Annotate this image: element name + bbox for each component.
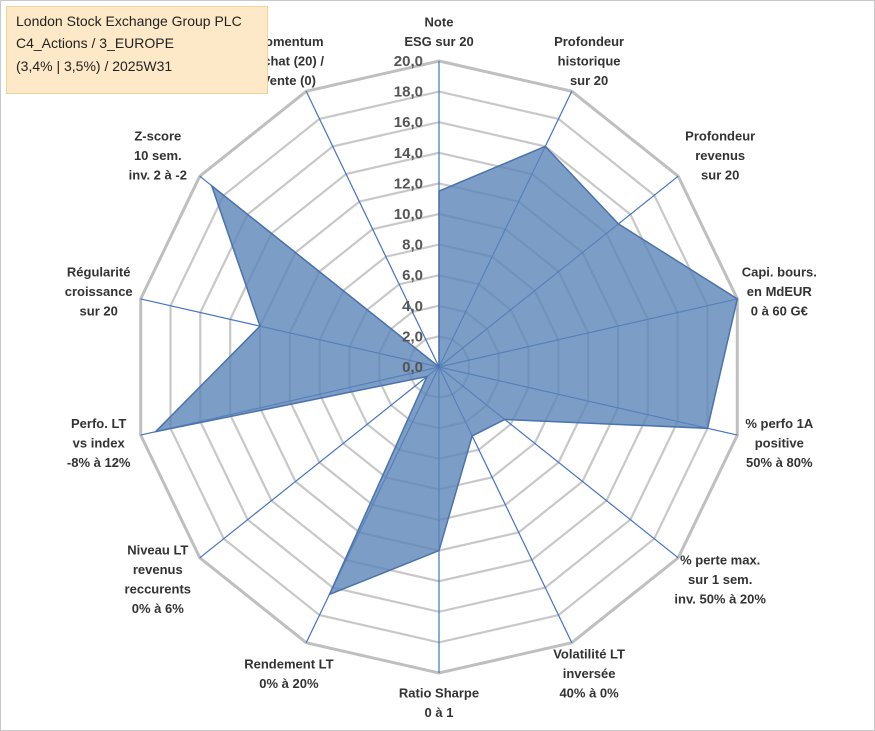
axis-labels: Note ESG sur 20 Profondeur historique sur 20… xyxy=(65,15,817,721)
axis-label-line: Momentum xyxy=(254,34,323,49)
axis-label-line: reccurents xyxy=(125,582,191,597)
axis-label-line: Ratio Sharpe xyxy=(399,686,479,701)
tick-label: 16,0 xyxy=(394,114,423,131)
axis-label-line: Vente (0) xyxy=(262,73,316,88)
axis-line-13 xyxy=(305,91,440,368)
tick-label: 10,0 xyxy=(394,206,423,223)
title-line-2: C4_Actions / 3_EUROPE xyxy=(16,35,174,51)
axis-label-line: sur 20 xyxy=(80,304,118,319)
tick-label: 20,0 xyxy=(394,53,423,70)
tick-label: 18,0 xyxy=(394,84,423,101)
tick-label: 8,0 xyxy=(402,237,423,254)
axis-label-13: Momentum Achat (20) / Vente (0) xyxy=(254,34,324,88)
axis-label-line: vs index xyxy=(73,436,126,451)
axis-label-6: Volatilité LT inversée 40% à 0% xyxy=(553,647,625,701)
axis-label-line: 0 à 60 G€ xyxy=(751,304,808,319)
chart-title-box: London Stock Exchange Group PLC C4_Actio… xyxy=(6,6,268,94)
axis-label-11: Régularité croissance sur 20 xyxy=(65,265,133,319)
axis-label-line: inv. 50% à 20% xyxy=(674,591,766,606)
series-layer xyxy=(153,145,739,596)
axis-line-9 xyxy=(199,366,440,559)
tick-label: 6,0 xyxy=(402,267,423,284)
axis-label-line: 10 sem. xyxy=(134,148,182,163)
axis-label-line: Rendement LT xyxy=(244,657,333,672)
axis-label-3: Capi. bours. en MdEUR 0 à 60 G€ xyxy=(742,265,817,319)
axis-label-line: 0% à 20% xyxy=(259,676,319,691)
axis-label-9: Niveau LT revenus reccurents 0% à 6% xyxy=(125,543,191,617)
axis-label-line: inv. 2 à -2 xyxy=(129,167,187,182)
axis-label-12: Z-score 10 sem. inv. 2 à -2 xyxy=(129,128,187,182)
axis-label-line: 40% à 0% xyxy=(559,686,619,701)
axis-label-line: Achat (20) / xyxy=(254,54,324,69)
axis-label-line: inversée xyxy=(563,666,616,681)
axis-label-line: historique xyxy=(558,54,621,69)
tick-label: 14,0 xyxy=(394,145,423,162)
axis-label-1: Profondeur historique sur 20 xyxy=(554,34,624,88)
axis-label-line: 50% à 80% xyxy=(746,455,813,470)
axis-label-4: % perfo 1A positive 50% à 80% xyxy=(745,416,814,470)
axis-label-line: ESG sur 20 xyxy=(404,34,473,49)
axis-label-line: 0 à 1 xyxy=(425,705,454,720)
axis-label-line: Z-score xyxy=(134,128,181,143)
axis-label-line: Profondeur xyxy=(554,34,624,49)
axis-label-8: Rendement LT 0% à 20% xyxy=(244,657,333,692)
axis-label-line: Perfo. LT xyxy=(71,416,126,431)
axis-label-line: Capi. bours. xyxy=(742,265,817,280)
axis-label-0: Note ESG sur 20 xyxy=(404,15,473,49)
axis-label-line: Note xyxy=(425,15,454,30)
axis-label-line: Profondeur xyxy=(685,128,755,143)
title-line-3: (3,4% | 3,5%) / 2025W31 xyxy=(16,58,173,74)
axis-label-line: positive xyxy=(755,436,804,451)
axis-label-line: % perte max. xyxy=(680,552,760,567)
axis-label-2: Profondeur revenus sur 20 xyxy=(685,128,755,182)
axis-label-line: croissance xyxy=(65,284,133,299)
axis-label-line: en MdEUR xyxy=(747,284,813,299)
axis-label-line: Niveau LT xyxy=(127,543,188,558)
axis-label-line: sur 20 xyxy=(570,73,608,88)
axis-label-10: Perfo. LT vs index -8% à 12% xyxy=(67,416,131,470)
axis-label-line: revenus xyxy=(695,148,745,163)
axis-label-line: Volatilité LT xyxy=(553,647,625,662)
axis-label-7: Ratio Sharpe 0 à 1 xyxy=(399,686,479,721)
axis-label-5: % perte max. sur 1 sem. inv. 50% à 20% xyxy=(674,552,766,606)
tick-label: 12,0 xyxy=(394,175,423,192)
axis-label-line: sur 20 xyxy=(701,167,739,182)
tick-labels: 0,0 2,0 4,0 6,0 8,0 10,0 12,0 14,0 16,0 18,0 20,0 xyxy=(394,53,423,376)
axis-label-line: Régularité xyxy=(67,265,131,280)
tick-label: 4,0 xyxy=(402,298,423,315)
tick-label: 2,0 xyxy=(402,328,423,345)
tick-label: 0,0 xyxy=(402,359,423,376)
axis-label-line: revenus xyxy=(133,562,183,577)
title-line-1: London Stock Exchange Group PLC xyxy=(16,13,242,29)
axis-label-line: -8% à 12% xyxy=(67,455,131,470)
axis-label-line: 0% à 6% xyxy=(132,601,184,616)
series-area xyxy=(153,145,739,596)
axis-label-line: sur 1 sem. xyxy=(688,572,752,587)
axis-label-line: % perfo 1A xyxy=(745,416,814,431)
